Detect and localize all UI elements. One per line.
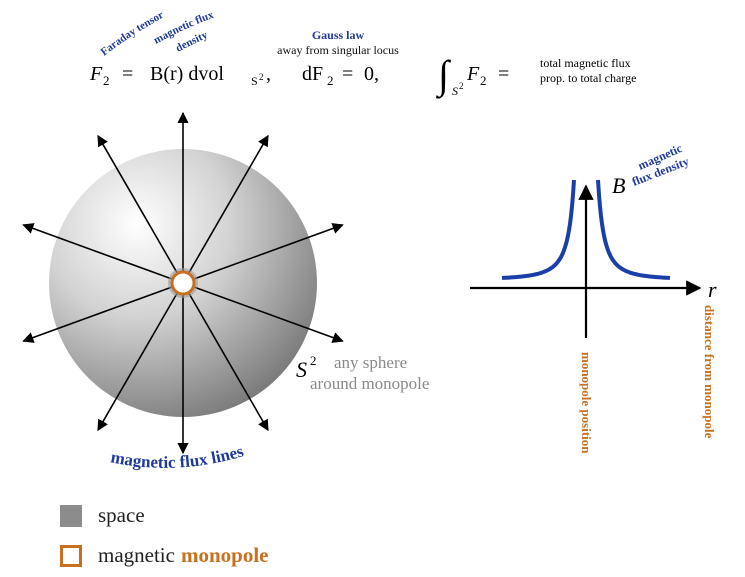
monopole-swatch	[60, 544, 82, 567]
flux-line-arrow	[188, 134, 269, 274]
gauss-law-subtitle: away from singular locus	[277, 43, 399, 57]
gauss-law-title: Gauss law	[312, 28, 365, 42]
faraday-lhs: F	[89, 63, 103, 85]
gauss-rhs: 0,	[364, 63, 379, 85]
legend-space: space	[60, 503, 145, 528]
legend-space-label: space	[98, 503, 145, 527]
flux-line-arrow	[188, 292, 269, 432]
monopole-position-note: monopole position	[579, 352, 594, 454]
faraday-eq: =	[122, 63, 133, 85]
flux-line-arrow	[97, 292, 178, 432]
flux-lines	[22, 111, 344, 455]
monopole-sphere-figure: S 2 any sphere around monopole magnetic …	[22, 111, 429, 472]
flux-line-arrow	[194, 223, 344, 280]
space-swatch	[60, 504, 82, 527]
integral-eq: =	[498, 63, 509, 85]
integral-domain-sup: 2	[459, 81, 464, 91]
b-axis-label: B	[612, 173, 625, 198]
faraday-rhs-sub-sup: 2	[259, 72, 264, 82]
r-axis-label: r	[708, 277, 717, 302]
flux-line-arrow	[194, 286, 344, 343]
flux-lines-label: magnetic flux lines	[109, 441, 246, 472]
sphere-label-sup: 2	[310, 353, 317, 368]
faraday-equation: Faraday tensor magnetic flux density F 2…	[89, 9, 271, 88]
flux-line-arrow	[22, 286, 172, 343]
integral-body: F	[466, 63, 480, 85]
sphere-note-line1: any sphere	[334, 353, 407, 372]
monopole-marker	[170, 270, 196, 296]
flux-line-arrow	[22, 223, 172, 280]
flux-density-graph: B r magnetic flux density distance from …	[470, 141, 717, 454]
integral-domain: S	[452, 84, 458, 98]
faraday-rhs-sub: S	[251, 74, 258, 88]
gauss-lhs-sub: 2	[327, 73, 334, 88]
faraday-tensor-annotation: Faraday tensor	[99, 9, 166, 58]
gauss-equation: Gauss law away from singular locus dF 2 …	[277, 28, 399, 88]
charge-note: prop. to total charge	[540, 71, 636, 85]
faraday-lhs-sub: 2	[103, 73, 110, 88]
gauss-lhs: dF	[302, 63, 323, 85]
legend-monopole: magnetic monopole	[60, 543, 268, 568]
integral-body-sub: 2	[480, 73, 487, 88]
faraday-tail: ,	[266, 63, 271, 85]
integral-sign: ∫	[435, 52, 452, 99]
integral-equation: ∫ S 2 F 2 = total magnetic flux prop. to…	[435, 52, 636, 99]
legend-monopole-word: monopole	[180, 543, 269, 567]
gauss-eq: =	[342, 63, 353, 85]
flux-density-curve-right	[596, 179, 671, 280]
sphere-note-line2: around monopole	[310, 374, 429, 393]
sphere-label: S	[296, 357, 307, 382]
legend-monopole-prefix: magnetic	[98, 543, 175, 567]
distance-axis-note: distance from monopole	[702, 305, 717, 439]
faraday-rhs: B(r) dvol	[150, 63, 224, 85]
flux-line-arrow	[97, 134, 178, 274]
total-flux-note: total magnetic flux	[540, 56, 631, 70]
flux-density-curve-left	[501, 179, 576, 280]
